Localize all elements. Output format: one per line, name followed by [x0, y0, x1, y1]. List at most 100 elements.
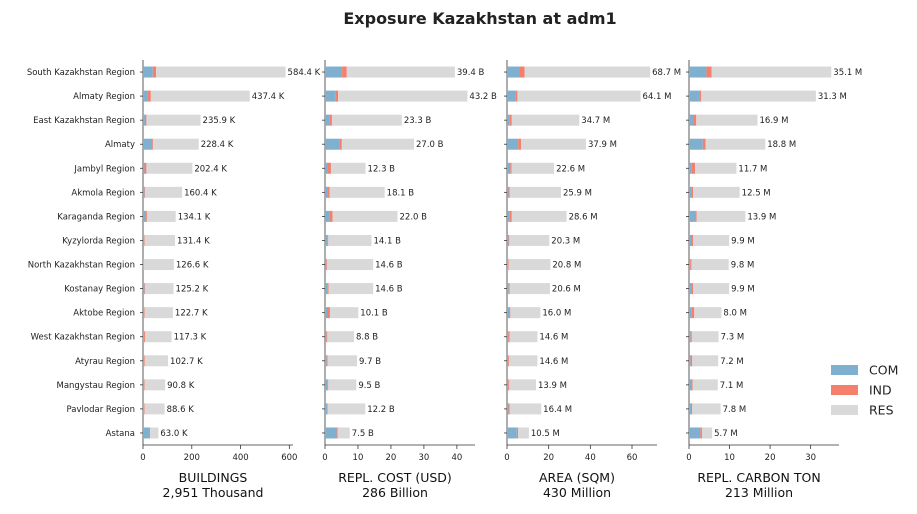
- bar-res: [512, 163, 555, 174]
- bar-com: [689, 307, 692, 318]
- bar-res: [509, 379, 536, 390]
- data-label: 20.3 M: [551, 236, 580, 246]
- bar-com: [507, 163, 510, 174]
- bar-com: [507, 115, 510, 126]
- bar-ind: [508, 379, 509, 390]
- data-label: 27.0 B: [416, 140, 444, 150]
- x-tick-label: 40: [451, 453, 462, 463]
- bar-com: [325, 187, 328, 198]
- bar-res: [146, 115, 200, 126]
- bar-com: [507, 187, 508, 198]
- bar-res: [510, 403, 542, 414]
- data-label: 131.4 K: [177, 236, 210, 246]
- bar-res: [144, 259, 174, 270]
- data-label: 228.4 K: [201, 140, 234, 150]
- bar-ind: [144, 355, 145, 366]
- bar-res: [342, 139, 414, 150]
- bar-ind: [336, 91, 338, 102]
- bar-res: [146, 163, 192, 174]
- bar-ind: [330, 211, 333, 222]
- data-label: 18.1 B: [387, 188, 415, 198]
- bar-res: [692, 355, 718, 366]
- bar-com: [325, 139, 339, 150]
- x-tick-label: 30: [418, 453, 429, 463]
- y-tick-label: Aktobe Region: [73, 309, 135, 319]
- data-label: 16.9 M: [760, 116, 789, 126]
- bar-res: [333, 211, 398, 222]
- data-label: 11.7 M: [738, 164, 767, 174]
- legend-label-ind: IND: [869, 383, 892, 398]
- bar-com: [325, 163, 328, 174]
- bar-com: [143, 307, 144, 318]
- x-axis-sublabel: 2,951 Thousand: [163, 485, 264, 500]
- bar-ind: [326, 259, 327, 270]
- bar-ind: [693, 115, 696, 126]
- data-label: 9.9 M: [731, 285, 755, 295]
- x-tick-label: 200: [184, 453, 200, 463]
- bar-com: [689, 259, 690, 270]
- bar-com: [689, 427, 700, 438]
- data-label: 9.8 M: [731, 261, 755, 271]
- bar-ind: [508, 187, 509, 198]
- x-tick-label: 400: [232, 453, 248, 463]
- bar-res: [693, 187, 740, 198]
- bar-ind: [327, 235, 328, 246]
- data-label: 14.6 B: [375, 285, 403, 295]
- y-tick-label: Astana: [106, 429, 135, 439]
- bar-ind: [508, 403, 509, 414]
- x-axis-label: AREA (SQM): [539, 470, 615, 485]
- data-label: 160.4 K: [184, 188, 217, 198]
- x-tick-label: 0: [140, 453, 145, 463]
- bar-res: [512, 211, 567, 222]
- bar-ind: [695, 211, 697, 222]
- legend-label-res: RES: [869, 403, 894, 418]
- bar-ind: [149, 427, 150, 438]
- bar-com: [143, 139, 152, 150]
- bar-res: [521, 139, 586, 150]
- bar-res: [147, 211, 176, 222]
- x-tick-label: 20: [386, 453, 397, 463]
- data-label: 584.4 K: [288, 68, 321, 78]
- bar-com: [325, 115, 330, 126]
- bar-com: [507, 355, 508, 366]
- bar-res: [331, 163, 366, 174]
- data-label: 88.6 K: [167, 405, 195, 415]
- bar-res: [510, 307, 540, 318]
- x-axis-label: REPL. COST (USD): [338, 470, 452, 485]
- y-tick-label: Almaty Region: [73, 92, 135, 102]
- bar-res: [692, 331, 719, 342]
- bar-ind: [518, 139, 521, 150]
- bar-ind: [148, 91, 151, 102]
- bar-res: [328, 235, 371, 246]
- bar-ind: [691, 283, 693, 294]
- data-label: 7.1 M: [720, 381, 744, 391]
- bar-res: [327, 331, 354, 342]
- data-label: 31.3 M: [818, 92, 847, 102]
- bar-ind: [342, 67, 347, 78]
- bar-com: [689, 91, 699, 102]
- data-label: 64.1 M: [643, 92, 672, 102]
- bar-ind: [509, 283, 510, 294]
- data-label: 90.8 K: [167, 381, 195, 391]
- bar-res: [510, 283, 550, 294]
- bar-com: [689, 379, 691, 390]
- bar-res: [145, 331, 172, 342]
- bar-com: [143, 283, 144, 294]
- data-label: 14.6 M: [539, 333, 568, 343]
- bar-res: [330, 307, 358, 318]
- bar-com: [143, 187, 144, 198]
- x-tick-label: 20: [765, 453, 776, 463]
- bar-res: [509, 259, 551, 270]
- bar-ind: [520, 67, 525, 78]
- bar-com: [143, 427, 149, 438]
- bar-ind: [337, 427, 338, 438]
- data-label: 235.9 K: [203, 116, 236, 126]
- bar-ind: [692, 163, 695, 174]
- x-axis-label: BUILDINGS: [179, 470, 248, 485]
- bar-com: [143, 355, 144, 366]
- bar-com: [507, 211, 510, 222]
